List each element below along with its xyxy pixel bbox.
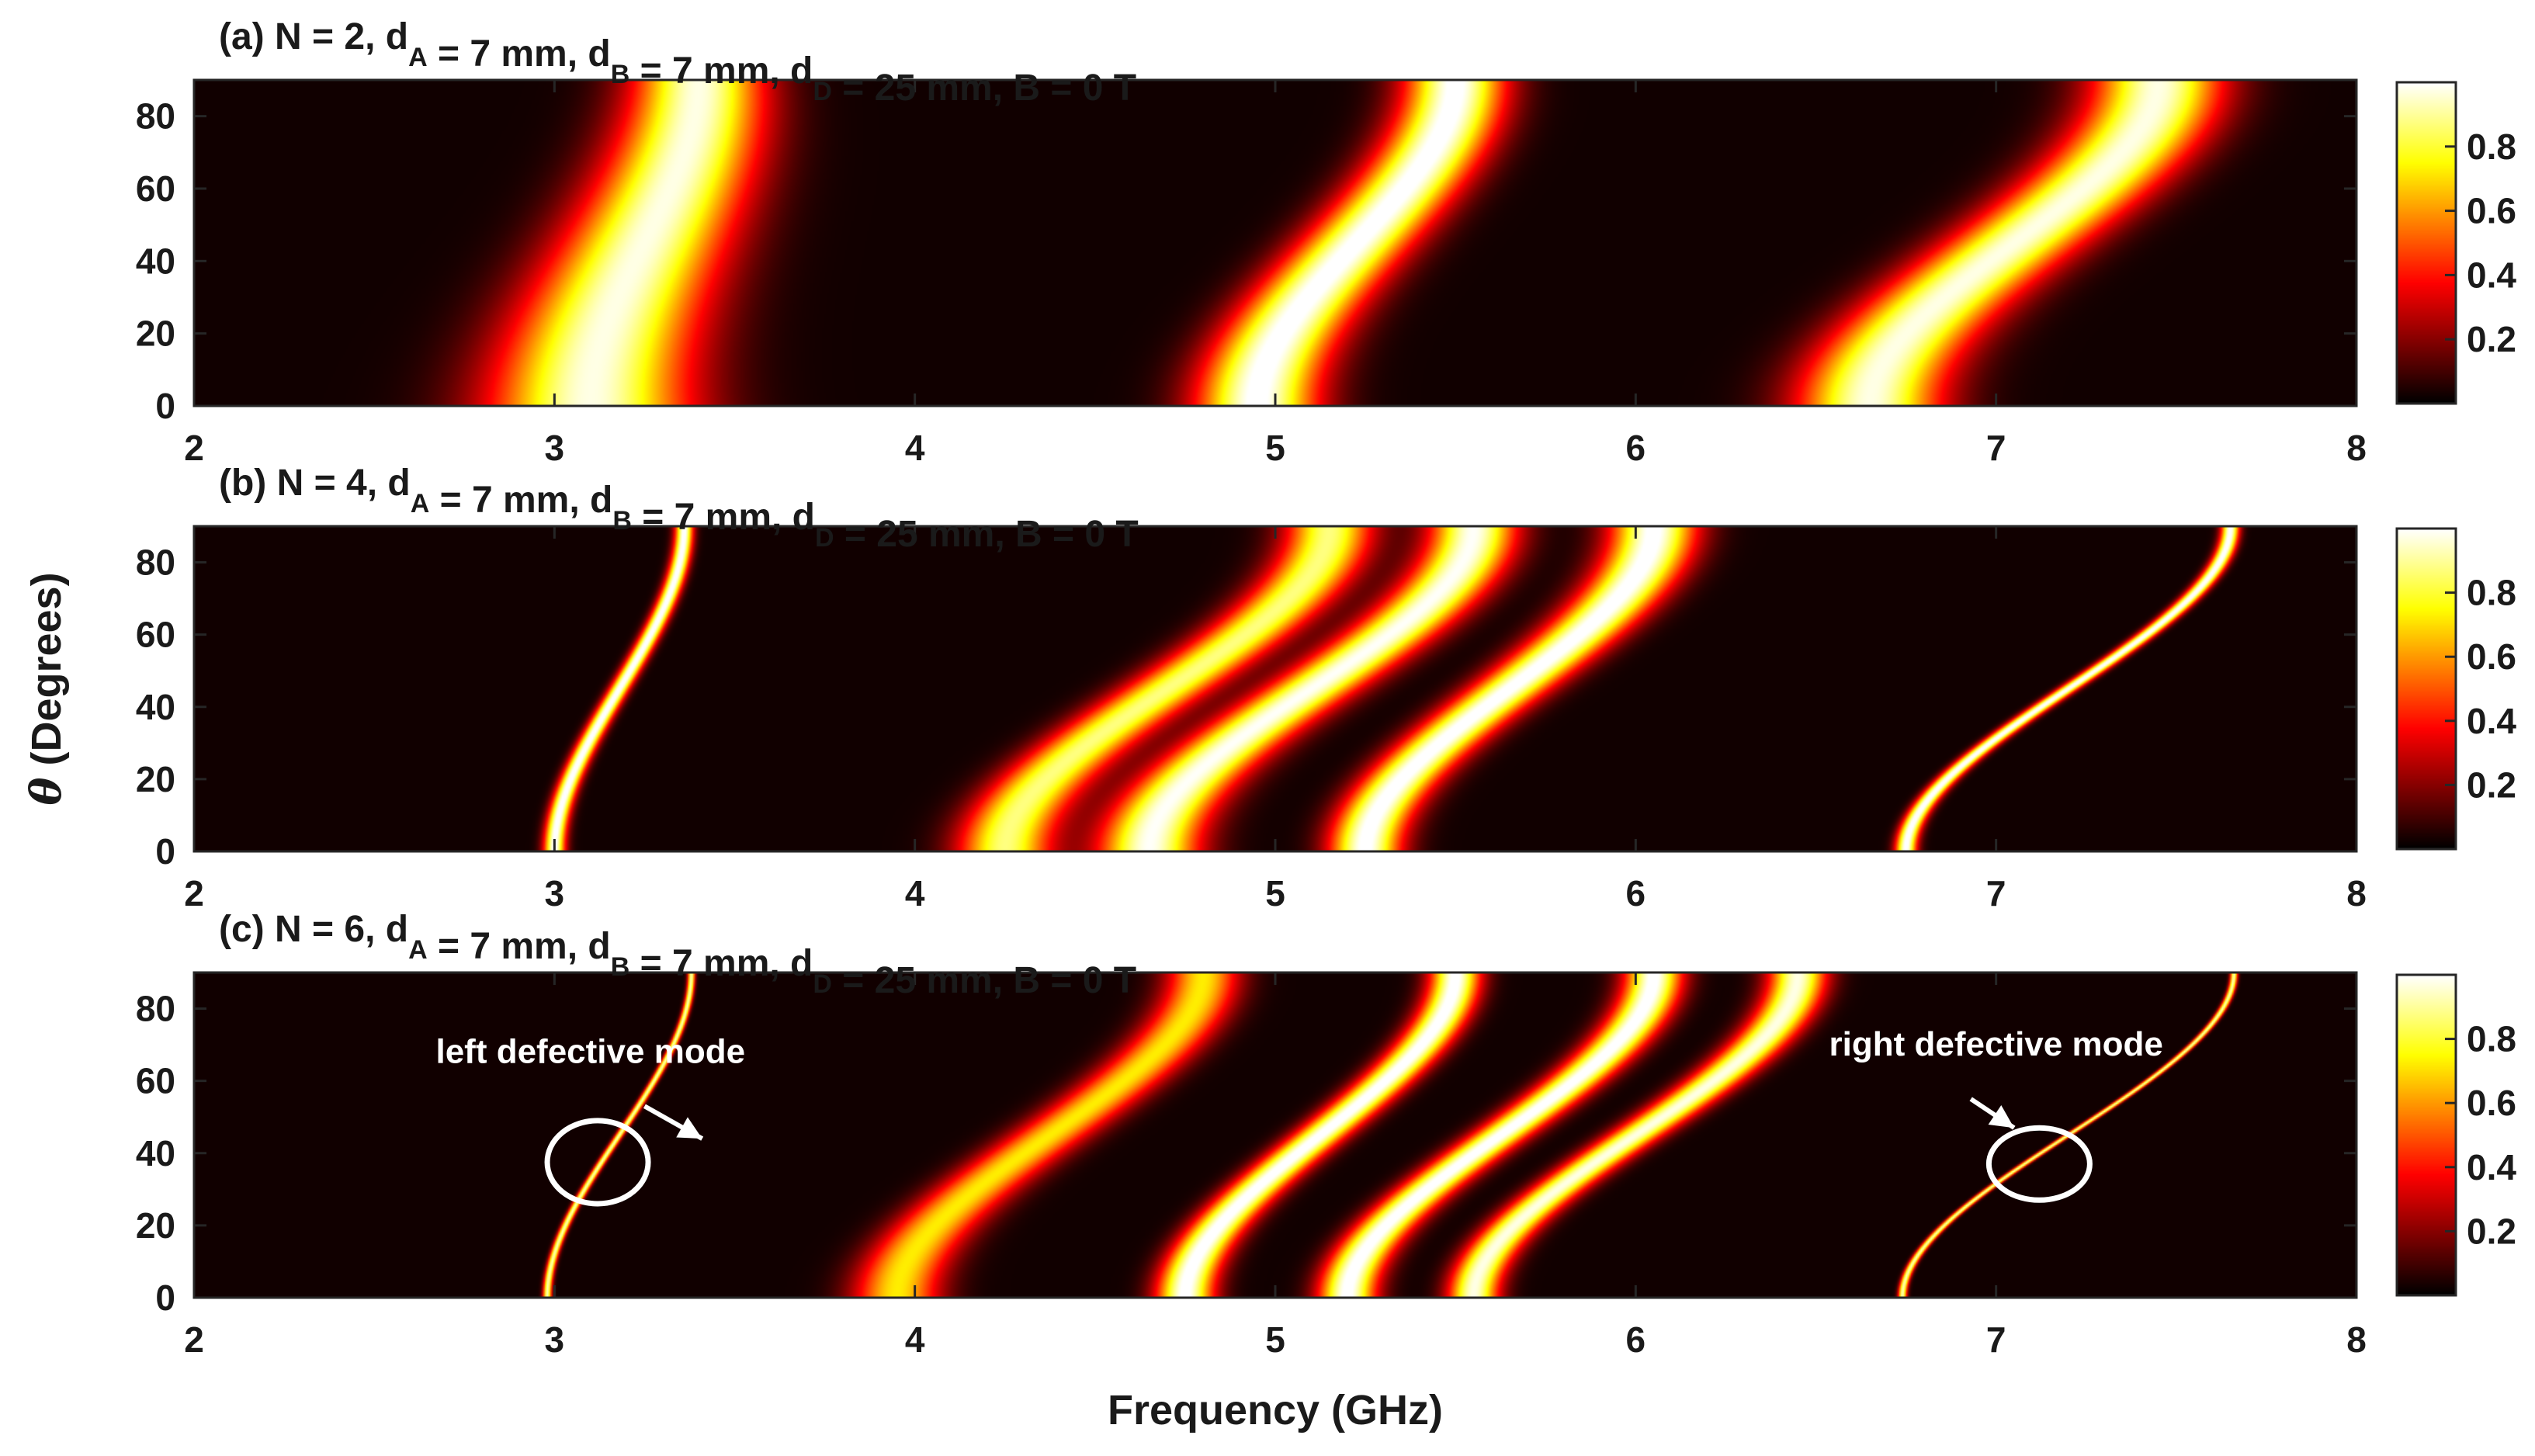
colorbar-tick-label: 0.4 <box>2467 1147 2516 1187</box>
y-tick-label: 0 <box>155 386 175 426</box>
colorbar-tick-label: 0.2 <box>2467 764 2516 805</box>
x-tick-label: 5 <box>1265 428 1285 468</box>
x-tick-label: 4 <box>905 873 925 913</box>
colorbar-tick-label: 0.6 <box>2467 191 2516 231</box>
x-tick-label: 8 <box>2346 428 2367 468</box>
x-tick-label: 6 <box>1626 1319 1646 1360</box>
x-tick-label: 3 <box>545 873 565 913</box>
heatmap-a <box>194 80 2356 406</box>
y-tick-label: 20 <box>136 314 175 354</box>
colorbar-frame <box>2395 527 2457 851</box>
y-tick-label: 80 <box>136 96 175 137</box>
x-tick-label: 8 <box>2346 1319 2367 1360</box>
colorbar-tick-label: 0.8 <box>2467 573 2516 613</box>
y-tick-label: 40 <box>136 1133 175 1173</box>
panel-title: (a) N = 2, dA = 7 mm, dB = 7 mm, dD = 25… <box>219 16 1136 109</box>
colorbar-frame <box>2395 973 2457 1297</box>
x-tick-label: 3 <box>545 428 565 468</box>
x-tick-label: 6 <box>1626 873 1646 913</box>
y-tick-label: 0 <box>155 1277 175 1318</box>
x-tick-label: 7 <box>1986 428 2006 468</box>
colorbar-tick-label: 0.2 <box>2467 1211 2516 1251</box>
colorbar: 0.2 0.4 0.6 0.8 <box>2395 81 2516 405</box>
panel-title: (c) N = 6, dA = 7 mm, dB = 7 mm, dD = 25… <box>219 909 1136 1001</box>
annotation-arrowhead <box>676 1117 702 1139</box>
y-axis-label: θ (Degrees) <box>21 572 71 805</box>
x-tick-label: 3 <box>545 1319 565 1360</box>
colorbar-tick-label: 0.6 <box>2467 636 2516 677</box>
colorbar-tick-label: 0.6 <box>2467 1083 2516 1123</box>
annotation-circle <box>1985 1125 2093 1203</box>
x-tick-label: 5 <box>1265 1319 1285 1360</box>
annotation-label: right defective mode <box>1829 1025 2163 1063</box>
y-tick-label: 20 <box>136 759 175 799</box>
colorbar-tick-label: 0.4 <box>2467 255 2516 295</box>
y-tick-label: 80 <box>136 989 175 1029</box>
heatmap-b <box>194 526 2356 851</box>
y-tick-label: 20 <box>136 1205 175 1246</box>
x-tick-label: 4 <box>905 428 925 468</box>
x-tick-label: 6 <box>1626 428 1646 468</box>
colorbar-gradient <box>2397 529 2456 849</box>
y-tick-label: 0 <box>155 831 175 872</box>
colorbar-tick-label: 0.2 <box>2467 319 2516 359</box>
x-tick-label: 4 <box>905 1319 925 1360</box>
x-tick-label: 2 <box>184 428 204 468</box>
x-tick-label: 5 <box>1265 873 1285 913</box>
annotation-arrowhead <box>1988 1105 2014 1128</box>
y-tick-label: 80 <box>136 543 175 583</box>
annotation-label: left defective mode <box>435 1032 745 1070</box>
x-tick-label: 7 <box>1986 1319 2006 1360</box>
y-tick-label: 60 <box>136 168 175 209</box>
y-tick-label: 40 <box>136 687 175 727</box>
y-tick-label: 60 <box>136 1061 175 1101</box>
colorbar-tick-label: 0.4 <box>2467 701 2516 741</box>
y-tick-label: 40 <box>136 241 175 281</box>
x-tick-label: 7 <box>1986 873 2006 913</box>
x-tick-label: 2 <box>184 1319 204 1360</box>
panel-title: (b) N = 4, dA = 7 mm, dB = 7 mm, dD = 25… <box>219 463 1139 555</box>
annotation-2: right defective mode <box>1829 1025 2163 1203</box>
annotation-circle <box>544 1118 651 1207</box>
heatmap-c <box>194 972 2356 1298</box>
x-tick-label: 8 <box>2346 873 2367 913</box>
x-tick-label: 2 <box>184 873 204 913</box>
colorbar-gradient <box>2397 975 2456 1295</box>
y-tick-label: 60 <box>136 615 175 655</box>
colorbar-tick-label: 0.8 <box>2467 127 2516 167</box>
x-axis-label: Frequency (GHz) <box>1108 1387 1443 1433</box>
colorbar-frame <box>2395 81 2457 405</box>
colorbar-gradient <box>2397 82 2456 404</box>
colorbar-tick-label: 0.8 <box>2467 1019 2516 1059</box>
colorbar: 0.2 0.4 0.6 0.8 <box>2395 527 2516 851</box>
colorbar: 0.2 0.4 0.6 0.8 <box>2395 973 2516 1297</box>
annotation-1: left defective mode <box>435 1032 745 1207</box>
